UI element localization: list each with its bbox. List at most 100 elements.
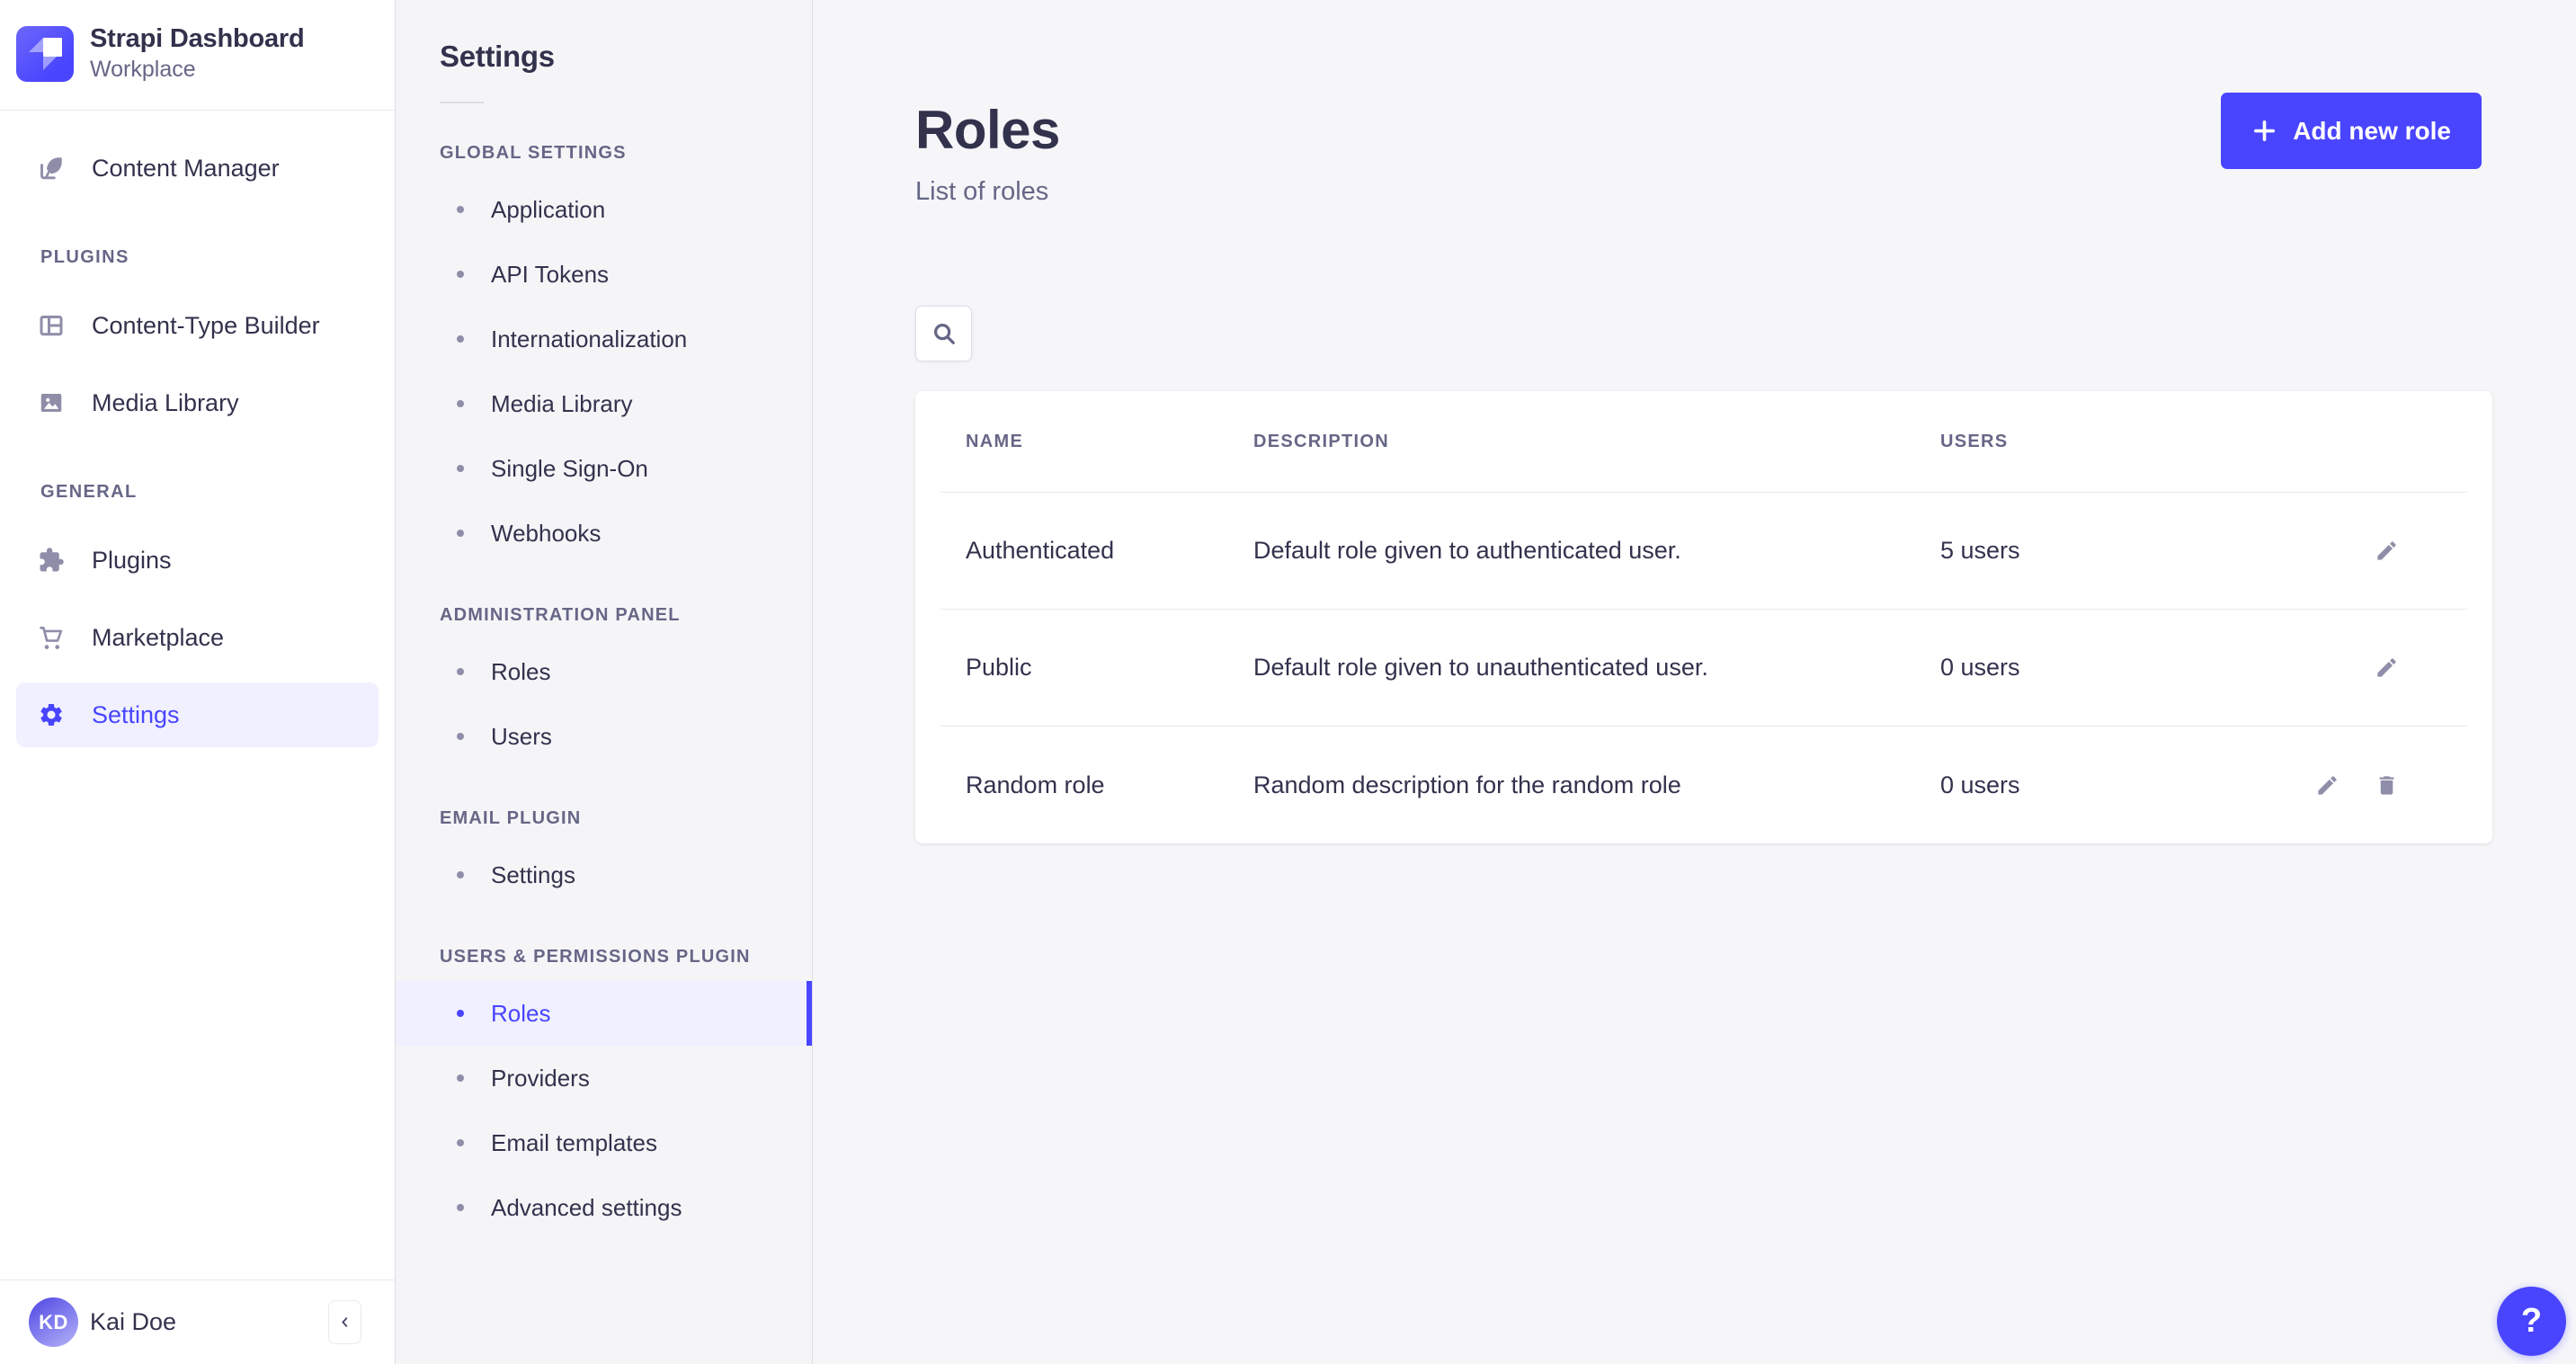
subnav-item-providers[interactable]: Providers	[396, 1046, 812, 1110]
role-description: Default role given to authenticated user…	[1253, 537, 1681, 564]
column-header-description: DESCRIPTION	[1253, 431, 1389, 451]
subnav-item-label: Roles	[491, 657, 551, 685]
main-sidebar: Strapi Dashboard Workplace Content Manag…	[0, 0, 396, 1364]
role-users-count: 0 users	[1940, 771, 2020, 798]
table-header-row: NAME DESCRIPTION USERS	[940, 391, 2467, 493]
subnav-section-email-plugin: EMAIL PLUGIN Settings	[396, 808, 812, 907]
role-description: Random description for the random role	[1253, 771, 1681, 798]
add-new-role-label: Add new role	[2293, 116, 2451, 145]
strapi-mark-icon	[16, 25, 74, 82]
subnav-item-webhooks[interactable]: Webhooks	[396, 501, 812, 566]
divider	[440, 102, 484, 103]
sidebar-item-content-manager[interactable]: Content Manager	[16, 136, 379, 201]
table-row[interactable]: Random role Random description for the r…	[940, 727, 2467, 843]
edit-role-button[interactable]	[2375, 539, 2399, 563]
sidebar-item-plugins[interactable]: Plugins	[16, 528, 379, 593]
gear-icon	[38, 701, 65, 728]
bullet-icon	[457, 271, 464, 278]
table-row[interactable]: Authenticated Default role given to auth…	[940, 493, 2467, 610]
main-nav-list: Content Manager PLUGINS Content-Type Bui…	[0, 111, 395, 760]
page-header: Roles List of roles Add new role	[814, 0, 2576, 207]
sidebar-item-marketplace[interactable]: Marketplace	[16, 605, 379, 670]
subnav-item-label: Webhooks	[491, 519, 602, 547]
pencil-icon	[2315, 773, 2340, 798]
edit-role-button[interactable]	[2375, 655, 2399, 680]
role-name: Public	[966, 654, 1032, 681]
subnav-item-internationalization[interactable]: Internationalization	[396, 307, 812, 371]
avatar[interactable]: KD	[29, 1297, 78, 1347]
help-button[interactable]: ?	[2497, 1287, 2566, 1356]
subnav-item-label: Roles	[491, 999, 551, 1027]
workspace-name: Workplace	[90, 57, 196, 83]
bullet-icon	[457, 1139, 464, 1146]
table-row[interactable]: Public Default role given to unauthentic…	[940, 610, 2467, 727]
subnav-item-single-sign-on[interactable]: Single Sign-On	[396, 436, 812, 501]
sidebar-item-label: Media Library	[92, 388, 239, 416]
bullet-icon	[457, 733, 464, 740]
edit-role-button[interactable]	[2315, 773, 2340, 798]
subnav-item-label: Advanced settings	[491, 1193, 682, 1221]
bullet-icon	[457, 400, 464, 407]
sidebar-item-label: Content-Type Builder	[92, 311, 320, 339]
subnav-item-advanced-settings[interactable]: Advanced settings	[396, 1175, 812, 1240]
divider	[0, 1279, 395, 1280]
subnav-section-global-settings: GLOBAL SETTINGS Application API Tokens I…	[396, 143, 812, 566]
sidebar-item-label: Content Manager	[92, 154, 280, 182]
search-icon	[931, 320, 958, 347]
bullet-icon	[457, 871, 464, 878]
search-button[interactable]	[915, 306, 972, 361]
brand[interactable]: Strapi Dashboard Workplace	[0, 0, 395, 83]
row-actions	[2375, 539, 2399, 563]
sidebar-item-media-library[interactable]: Media Library	[16, 370, 379, 435]
role-name: Random role	[966, 771, 1105, 798]
subnav-item-label: Users	[491, 722, 552, 750]
main-content: Roles List of roles Add new role NAME DE…	[814, 0, 2576, 1364]
subnav-section-header: ADMINISTRATION PANEL	[440, 605, 681, 625]
bullet-icon	[457, 335, 464, 343]
pencil-icon	[2375, 655, 2399, 680]
add-new-role-button[interactable]: Add new role	[2221, 93, 2482, 169]
subnav-item-media-library[interactable]: Media Library	[396, 371, 812, 436]
subnav-item-admin-roles[interactable]: Roles	[396, 639, 812, 704]
bullet-icon	[457, 1204, 464, 1211]
plus-icon	[2251, 118, 2277, 144]
subnav-section-users-permissions: USERS & PERMISSIONS PLUGIN Roles Provide…	[396, 947, 812, 1240]
subnav-item-up-roles[interactable]: Roles	[396, 981, 812, 1046]
sidebar-item-label: Settings	[92, 700, 180, 728]
page-title: Roles	[915, 100, 1060, 160]
subnav-item-api-tokens[interactable]: API Tokens	[396, 242, 812, 307]
user-row: KD Kai Doe	[0, 1280, 395, 1364]
subnav-item-admin-users[interactable]: Users	[396, 704, 812, 769]
column-header-name: NAME	[966, 431, 1024, 451]
bullet-icon	[457, 1074, 464, 1082]
bullet-icon	[457, 465, 464, 472]
sidebar-item-label: Plugins	[92, 546, 172, 574]
collapse-sidebar-button[interactable]	[328, 1300, 361, 1344]
subnav-item-label: API Tokens	[491, 260, 610, 288]
subnav-item-email-settings[interactable]: Settings	[396, 842, 812, 907]
column-header-users: USERS	[1940, 431, 2009, 451]
subnav-item-label: Providers	[491, 1064, 590, 1092]
app-title: Strapi Dashboard	[90, 24, 305, 53]
role-name: Authenticated	[966, 537, 1115, 564]
nav-section-general: GENERAL	[40, 482, 138, 503]
chevron-left-icon	[337, 1315, 352, 1330]
subnav-item-label: Application	[491, 195, 606, 223]
subnav-item-application[interactable]: Application	[396, 177, 812, 242]
pencil-icon	[2375, 539, 2399, 563]
page-header-text: Roles List of roles	[915, 93, 1060, 207]
subnav-section-header: USERS & PERMISSIONS PLUGIN	[440, 947, 751, 967]
sidebar-item-settings[interactable]: Settings	[16, 682, 379, 748]
role-users-count: 0 users	[1940, 654, 2020, 681]
delete-role-button[interactable]	[2375, 773, 2399, 798]
sidebar-item-content-type-builder[interactable]: Content-Type Builder	[16, 293, 379, 358]
subnav-item-email-templates[interactable]: Email templates	[396, 1110, 812, 1175]
cart-icon	[38, 624, 65, 651]
subnav-item-label: Email templates	[491, 1128, 657, 1156]
trash-icon	[2375, 773, 2399, 798]
role-description: Default role given to unauthenticated us…	[1253, 654, 1708, 681]
image-icon	[38, 389, 65, 416]
user-name: Kai Doe	[90, 1308, 177, 1335]
settings-subnav: Settings GLOBAL SETTINGS Application API…	[396, 0, 813, 1364]
subnav-section-administration-panel: ADMINISTRATION PANEL Roles Users	[396, 605, 812, 769]
